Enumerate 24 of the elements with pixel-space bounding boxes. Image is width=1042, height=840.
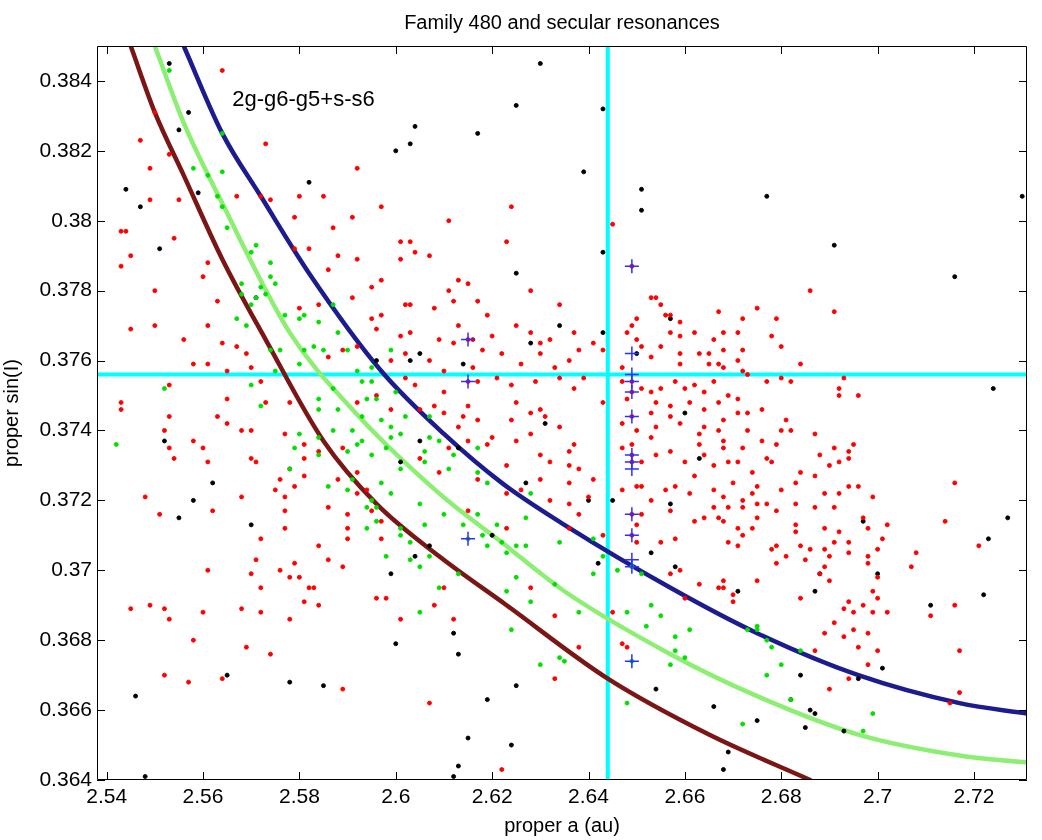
- annotation: 2g-g6-g5+s-s6: [232, 86, 375, 112]
- y-axis-title: proper sin(I): [0, 359, 22, 467]
- x-tick-label: 2.6: [381, 784, 411, 808]
- y-tick-label: 0.384: [39, 67, 93, 91]
- y-tick-label: 0.376: [39, 347, 92, 371]
- x-tick-label: 2.72: [953, 784, 995, 808]
- x-tick-label: 2.58: [278, 784, 320, 808]
- y-tick-label: 0.38: [51, 207, 92, 231]
- x-axis-title: proper a (au): [504, 813, 620, 836]
- chart-title: Family 480 and secular resonances: [404, 10, 720, 33]
- y-tick-label: 0.37: [51, 557, 92, 581]
- x-tick-label: 2.62: [471, 784, 513, 808]
- x-tick-label: 2.56: [182, 784, 224, 808]
- y-tick-label: 0.382: [39, 137, 92, 161]
- y-tick-label: 0.374: [39, 417, 93, 441]
- x-tick-label: 2.68: [760, 784, 802, 808]
- x-tick-label: 2.7: [863, 784, 893, 808]
- x-tick-label: 2.64: [568, 784, 610, 808]
- y-tick-label: 0.378: [39, 277, 92, 301]
- x-tick-label: 2.66: [664, 784, 706, 808]
- y-tick-label: 0.364: [39, 766, 93, 790]
- y-tick-label: 0.372: [39, 487, 92, 511]
- y-tick-label: 0.368: [39, 626, 92, 650]
- y-tick-label: 0.366: [39, 696, 92, 720]
